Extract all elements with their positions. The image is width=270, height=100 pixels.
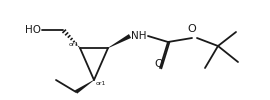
Text: O: O	[188, 24, 196, 34]
Text: O: O	[155, 59, 163, 69]
Text: HO: HO	[25, 25, 41, 35]
Text: or1: or1	[96, 81, 106, 86]
Polygon shape	[75, 80, 94, 94]
Text: or1: or1	[69, 42, 79, 47]
Polygon shape	[108, 34, 131, 48]
Text: NH: NH	[131, 31, 147, 41]
